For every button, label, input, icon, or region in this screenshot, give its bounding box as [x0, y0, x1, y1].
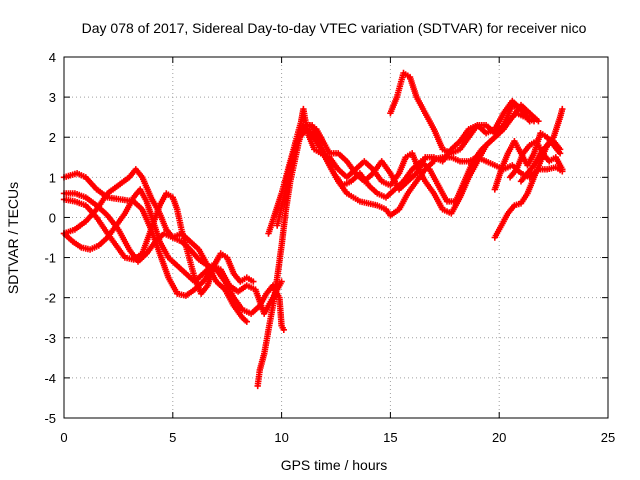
x-tick-label: 5	[169, 430, 176, 445]
data-trace	[62, 188, 283, 316]
series-trace-10	[387, 69, 533, 157]
series-trace-15	[517, 138, 564, 185]
data-trace	[389, 71, 532, 155]
series-trace-5	[60, 190, 257, 297]
x-axis-label: GPS time / hours	[281, 457, 388, 473]
x-tick-label: 10	[274, 430, 288, 445]
y-tick-label: -5	[44, 411, 56, 426]
y-axis-label: SDTVAR / TECUs	[5, 182, 21, 294]
data-trace	[62, 192, 286, 332]
chart-title: Day 078 of 2017, Sidereal Day-to-day VTE…	[82, 20, 587, 36]
y-tick-label: 0	[49, 210, 56, 225]
data-trace	[256, 123, 436, 388]
data-trace	[493, 131, 562, 191]
x-tick-label: 0	[60, 430, 67, 445]
x-tick-label: 15	[383, 430, 397, 445]
y-tick-label: 2	[49, 130, 56, 145]
data-trace	[62, 192, 255, 296]
y-tick-label: 1	[49, 170, 56, 185]
data-trace	[284, 111, 536, 203]
data-trace	[493, 107, 564, 239]
x-tick-label: 20	[492, 430, 506, 445]
data-layer	[60, 69, 566, 390]
data-trace	[508, 139, 564, 179]
y-tick-label: -1	[44, 251, 56, 266]
y-tick-label: -3	[44, 331, 56, 346]
y-tick-label: 3	[49, 90, 56, 105]
series-trace-9	[282, 110, 538, 205]
y-tick-label: -4	[44, 371, 56, 386]
plot-frame	[63, 56, 609, 419]
x-tick-label: 25	[601, 430, 615, 445]
data-trace	[519, 139, 562, 183]
data-trace	[62, 168, 249, 324]
y-tick-label: 4	[49, 50, 56, 65]
y-tick-label: -2	[44, 291, 56, 306]
data-trace	[275, 99, 532, 227]
series-trace-14	[506, 138, 566, 181]
